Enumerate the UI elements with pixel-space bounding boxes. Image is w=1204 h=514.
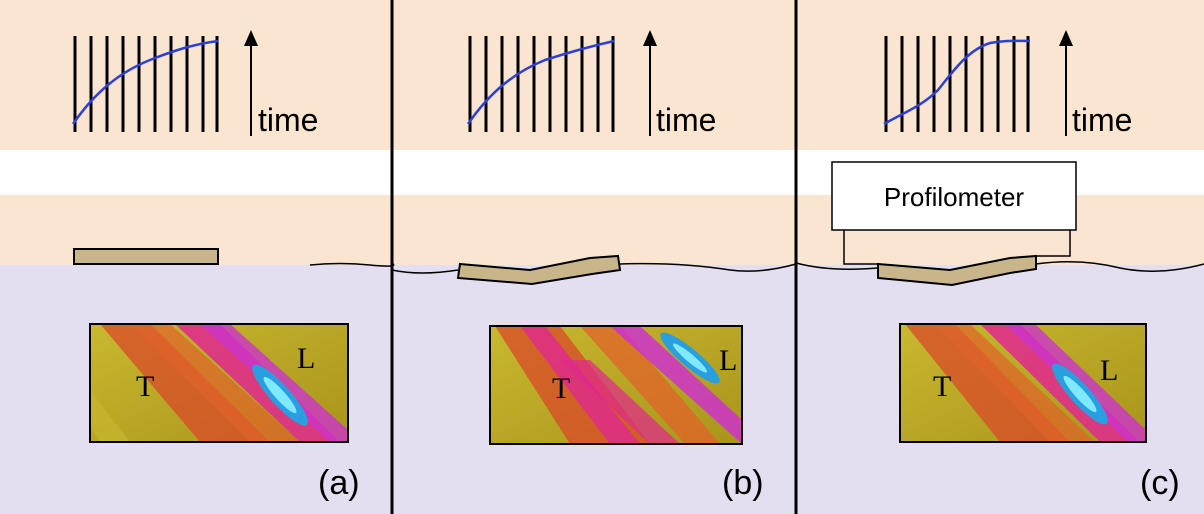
plate-a [73, 248, 219, 265]
map-label-L-a: L [297, 342, 315, 375]
timeline-b [468, 36, 615, 132]
water-surface-a [309, 262, 395, 267]
map-label-L-b: L [719, 344, 737, 377]
time-curve-a [71, 39, 219, 125]
time-arrow-c [1059, 30, 1073, 136]
time-curve-c [883, 39, 1031, 126]
top-band [0, 0, 1204, 150]
plate-b [456, 254, 622, 286]
time-label-b: time [656, 102, 716, 138]
map-label-T-c: T [933, 370, 951, 403]
water-surface-c [795, 261, 1204, 272]
time-arrow-b [643, 30, 657, 136]
time-curve-b [466, 39, 615, 125]
time-label-a: time [258, 102, 318, 138]
profilometer-label: Profilometer [884, 182, 1024, 212]
timeline-c [884, 36, 1030, 132]
dispersion-map-a [89, 323, 349, 443]
map-label-L-c: L [1100, 354, 1118, 387]
map-label-T-a: T [136, 370, 154, 403]
time-label-c: time [1072, 102, 1132, 138]
water-surface-b [391, 262, 797, 274]
panel-letter-a: (a) [318, 464, 360, 502]
time-arrow-a [244, 30, 258, 136]
dispersion-map-c [899, 323, 1147, 443]
profilometer-box [831, 161, 1077, 231]
map-label-T-b: T [552, 372, 570, 405]
dispersion-map-b [489, 325, 743, 445]
panel-letter-c: (c) [1140, 464, 1180, 502]
plate-c [877, 254, 1037, 287]
profilometer-bracket [843, 230, 1071, 265]
panel-letter-b: (b) [722, 464, 764, 502]
